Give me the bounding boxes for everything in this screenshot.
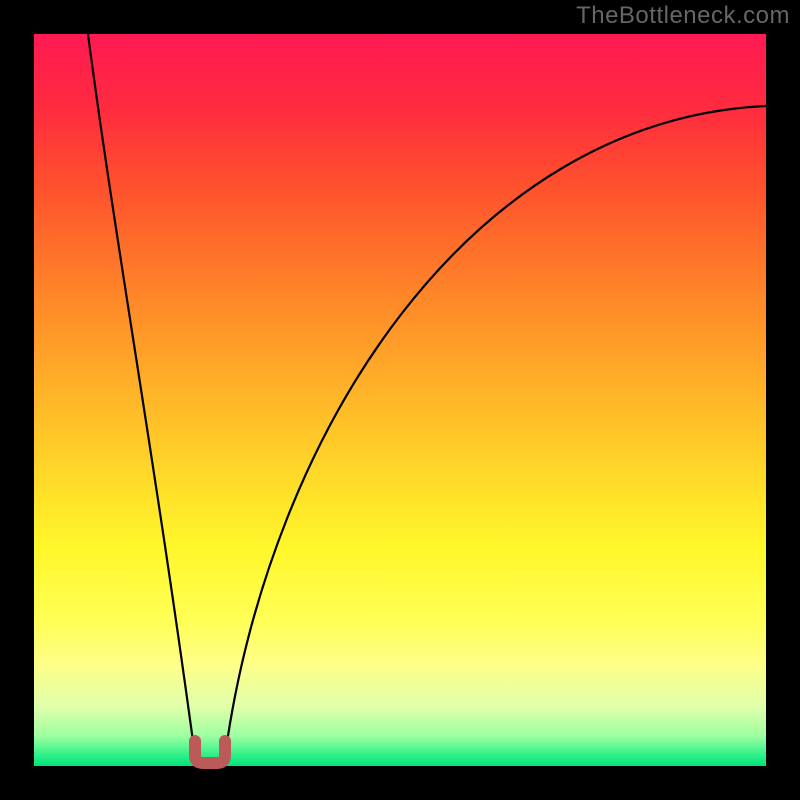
watermark-text: TheBottleneck.com <box>576 2 790 30</box>
bottleneck-chart <box>0 0 800 800</box>
chart-stage: TheBottleneck.com <box>0 0 800 800</box>
plot-background <box>34 34 766 766</box>
